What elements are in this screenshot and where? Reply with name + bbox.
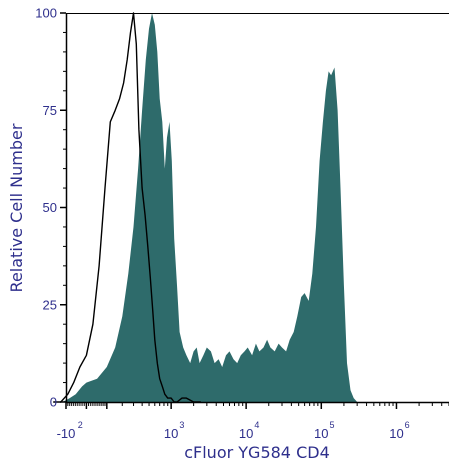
x-tick-label-base: 10 [389,426,403,441]
x-tick-label: 103 [164,420,184,441]
y-axis-title: Relative Cell Number [7,123,26,292]
y-tick-label: 50 [43,200,57,215]
x-tick-label: 106 [389,420,409,441]
x-tick-label-base: -10 [57,426,76,441]
x-tick-label: 105 [314,420,334,441]
x-tick-label-base: 10 [239,426,253,441]
x-tick-label-exponent: 4 [254,420,259,430]
x-tick-label-exponent: 6 [405,420,410,430]
plot-area [53,12,367,403]
y-tick-label: 0 [50,395,57,410]
y-tick-label: 25 [43,297,57,312]
x-tick-label-exponent: 3 [179,420,184,430]
stained-histogram-area [53,13,367,402]
x-axis-title: cFluor YG584 CD4 [184,443,330,462]
x-tick-label-exponent: 5 [329,420,334,430]
x-tick-label: -102 [57,420,83,441]
x-tick-label-base: 10 [164,426,178,441]
y-tick-label: 75 [43,103,57,118]
x-tick-label-exponent: 2 [78,420,83,430]
y-tick-label: 100 [35,6,57,21]
control-histogram-line [53,12,201,403]
x-tick-label: 104 [239,420,259,441]
x-tick-label-base: 10 [314,426,328,441]
ticks [60,12,449,409]
